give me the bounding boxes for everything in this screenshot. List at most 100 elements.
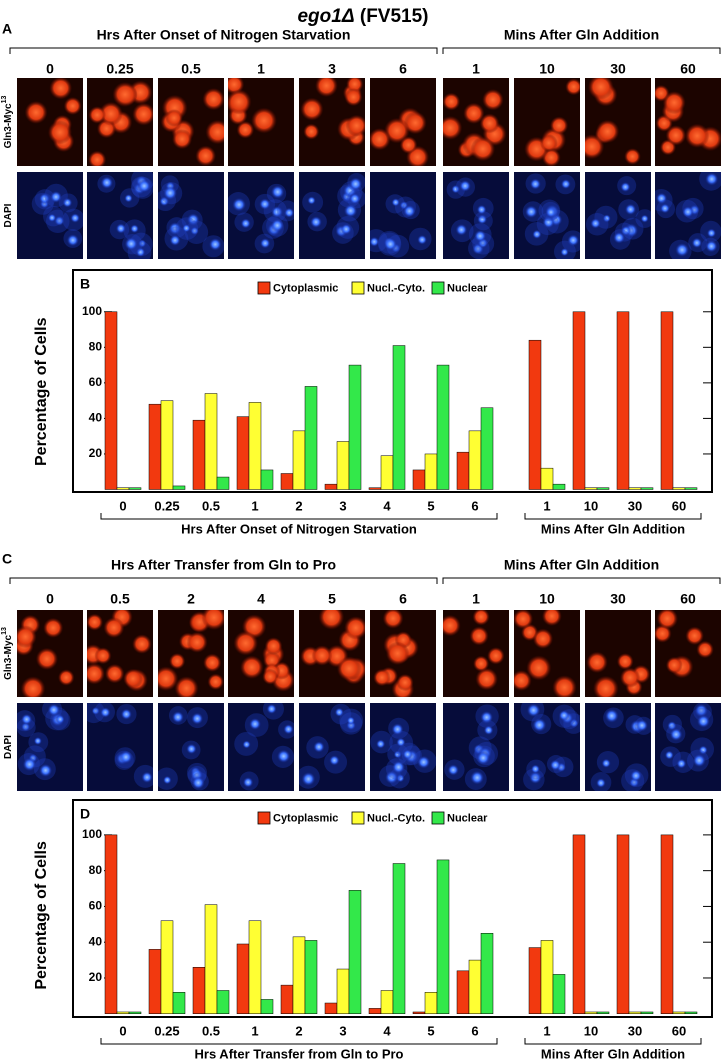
- nucleus: [259, 198, 271, 210]
- cell: [94, 647, 112, 665]
- nucleus: [459, 180, 471, 192]
- nucleus: [706, 228, 717, 238]
- cell: [345, 114, 365, 137]
- gln3-image: [17, 610, 83, 697]
- bar: [260, 469, 274, 490]
- bar: [552, 974, 566, 1015]
- group-label: Hrs After Transfer from Gln to Pro: [195, 1046, 404, 1060]
- bar: [672, 1011, 686, 1015]
- row-label: Gln3-Myc13: [1, 627, 14, 680]
- bar: [172, 992, 186, 1015]
- gln3-image: [299, 610, 365, 697]
- gln3-image: [443, 78, 509, 166]
- bar: [596, 487, 610, 490]
- timepoint-label: 0: [46, 591, 54, 607]
- bar: [248, 920, 262, 1014]
- cell: [17, 625, 37, 649]
- bar: [324, 1002, 338, 1015]
- nucleus: [186, 743, 197, 755]
- cell: [487, 647, 505, 665]
- x-tick-label: 4: [383, 1023, 391, 1038]
- cell: [587, 78, 614, 100]
- group-label: Hrs After Onset of Nitrogen Starvation: [181, 521, 417, 536]
- nucleus: [601, 758, 611, 768]
- timepoint-label: 10: [539, 61, 555, 77]
- cell: [344, 616, 365, 640]
- nucleus: [391, 198, 400, 207]
- cell: [443, 614, 461, 637]
- nucleus: [270, 185, 285, 199]
- cell: [132, 634, 152, 654]
- nucleus: [242, 740, 251, 749]
- bar: [528, 339, 542, 490]
- nucleus: [403, 204, 416, 218]
- bar: [684, 487, 698, 490]
- legend-label: Nucl.-Cyto.: [367, 282, 425, 294]
- dapi-image: [228, 703, 294, 791]
- bar: [192, 966, 206, 1015]
- y-tick-label: 40: [89, 934, 103, 948]
- bar: [336, 441, 350, 490]
- cell: [123, 668, 144, 689]
- nucleus: [480, 710, 494, 724]
- nucleus: [529, 178, 541, 190]
- nucleus: [310, 216, 322, 228]
- cell: [158, 666, 179, 692]
- cell: [479, 113, 500, 134]
- dapi-image: [17, 172, 83, 259]
- timepoint-label: 0: [46, 61, 54, 77]
- cell: [132, 102, 153, 126]
- bar: [280, 984, 294, 1015]
- cell: [549, 116, 569, 135]
- nucleus: [532, 229, 542, 239]
- cell: [344, 88, 363, 107]
- nucleus: [696, 714, 711, 728]
- panel-label: A: [2, 21, 12, 37]
- group-bracket: [524, 513, 702, 520]
- cell: [35, 647, 59, 671]
- y-tick-label: 100: [82, 827, 102, 841]
- bar: [236, 943, 250, 1014]
- row-name: DAPI: [3, 203, 14, 227]
- nucleus: [558, 710, 570, 721]
- cell: [470, 136, 496, 162]
- cell: [463, 102, 485, 125]
- legend-swatch: [257, 811, 271, 825]
- y-tick-label: 20: [89, 970, 103, 984]
- nucleus: [447, 764, 459, 776]
- cell: [202, 87, 224, 111]
- nucleus: [240, 218, 251, 229]
- nucleus: [120, 708, 132, 720]
- y-tick-label: 40: [89, 411, 103, 425]
- row-label: DAPI: [3, 735, 14, 759]
- nucleus: [391, 723, 404, 736]
- cell: [264, 637, 283, 656]
- timepoint-label: 0.5: [181, 61, 201, 77]
- bar: [584, 487, 598, 490]
- image-bg: [17, 78, 83, 166]
- timepoint-label: 4: [257, 591, 265, 607]
- nucleus: [660, 203, 670, 214]
- nucleus: [284, 207, 294, 218]
- nucleus: [115, 223, 127, 234]
- nucleus: [560, 179, 571, 190]
- dapi-image: [585, 172, 651, 259]
- nucleus: [476, 751, 491, 765]
- bar: [160, 920, 174, 1014]
- legend-swatch: [351, 811, 365, 825]
- nucleus: [191, 712, 204, 725]
- bar: [392, 863, 406, 1014]
- x-tick-label: 1: [251, 498, 258, 513]
- nucleus: [271, 205, 284, 218]
- bar: [128, 1011, 142, 1015]
- x-tick-label: 6: [471, 498, 478, 513]
- y-axis-label: Percentage of Cells: [33, 841, 50, 990]
- bar: [596, 1011, 610, 1015]
- nucleus: [182, 224, 191, 233]
- cell: [443, 115, 463, 140]
- cell: [396, 673, 414, 692]
- nucleus: [91, 706, 100, 715]
- nucleus: [39, 193, 51, 205]
- x-tick-label: 6: [471, 1023, 478, 1038]
- bar: [468, 430, 482, 490]
